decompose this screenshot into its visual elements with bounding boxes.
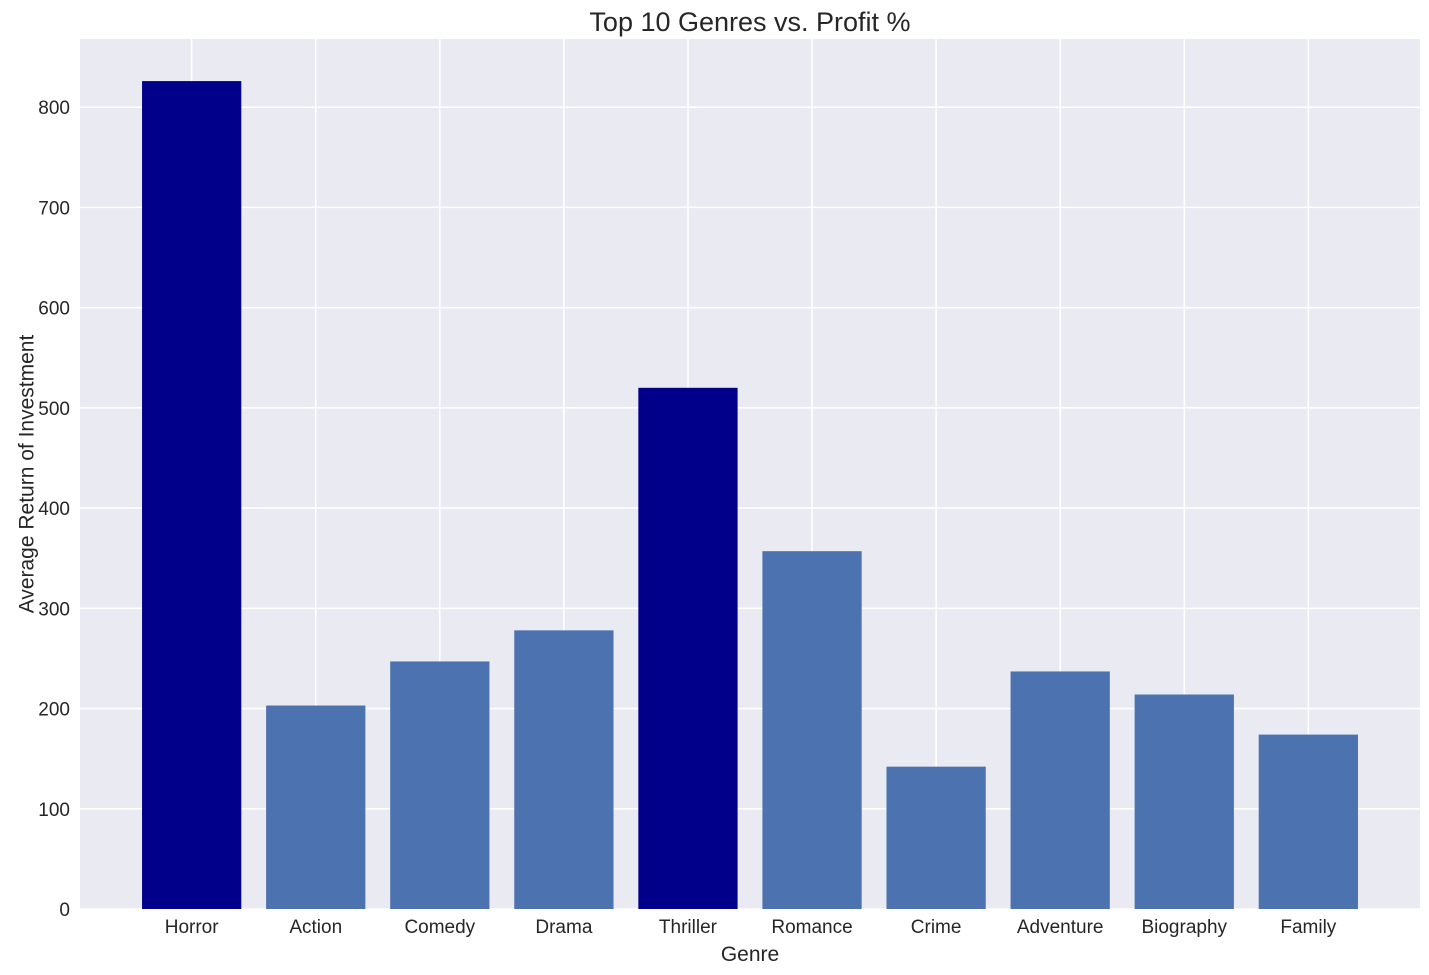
bar-drama: [514, 630, 614, 909]
y-axis-label: Average Return of Investment: [15, 335, 38, 614]
bar-horror: [142, 81, 242, 909]
bar-comedy: [390, 661, 490, 909]
y-tick-label: 100: [38, 800, 70, 821]
x-tick-label: Horror: [165, 917, 220, 938]
y-tick-label: 400: [38, 499, 70, 520]
y-tick-label: 500: [38, 399, 70, 420]
y-axis-ticks: 0 100 200 300 400 500 600 700 800: [38, 98, 70, 921]
x-axis-label: Genre: [721, 943, 779, 966]
x-tick-label: Adventure: [1017, 917, 1104, 938]
y-tick-label: 0: [59, 900, 70, 921]
bar-crime: [886, 766, 986, 909]
bar-adventure: [1010, 671, 1110, 909]
x-tick-label: Thriller: [659, 917, 718, 938]
chart-title: Top 10 Genres vs. Profit %: [589, 7, 910, 37]
x-tick-label: Drama: [535, 917, 592, 938]
y-tick-label: 700: [38, 198, 70, 219]
x-axis-ticks: Horror Action Comedy Drama Thriller Romance Cr…: [165, 917, 1337, 938]
x-tick-label: Comedy: [404, 917, 475, 938]
x-tick-label: Crime: [911, 917, 962, 938]
bars: [142, 81, 1358, 909]
x-tick-label: Biography: [1141, 917, 1227, 938]
y-tick-label: 200: [38, 700, 70, 721]
bar-biography: [1134, 694, 1234, 909]
x-tick-label: Action: [289, 917, 342, 938]
bar-action: [266, 705, 366, 909]
bar-thriller: [638, 387, 738, 909]
bar-romance: [762, 551, 862, 909]
bar-family: [1258, 734, 1358, 909]
x-tick-label: Romance: [771, 917, 852, 938]
y-tick-label: 800: [38, 98, 70, 119]
x-tick-label: Family: [1280, 917, 1336, 938]
y-tick-label: 600: [38, 299, 70, 320]
y-tick-label: 300: [38, 599, 70, 620]
